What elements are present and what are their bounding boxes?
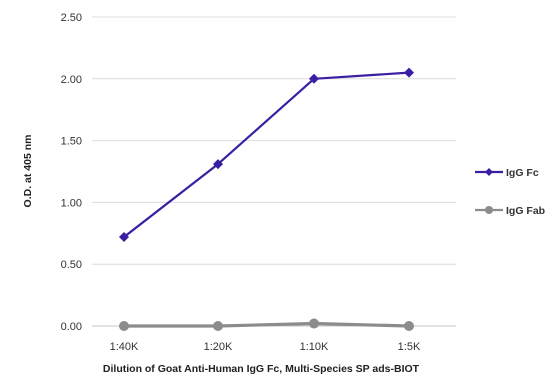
x-tick-label: 1:5K [398,341,421,353]
x-tick-label: 1:10K [300,341,329,353]
gridlines [92,16,456,265]
y-tick-label: 0.50 [61,259,82,271]
x-axis-title: Dilution of Goat Anti-Human IgG Fc, Mult… [103,363,420,375]
x-tick-label: 1:40K [110,341,139,353]
legend-marker [485,168,493,176]
data-point [404,321,414,331]
axes: 0.00 0.50 1.00 1.50 2.00 2.50 1:40K 1:20K 1:10K 1… [61,12,456,353]
legend-label: IgG Fab [506,205,545,217]
data-point [119,232,129,243]
y-axis-title: O.D. at 405 nm [22,135,34,208]
y-tick-label: 2.00 [61,74,82,86]
y-tick-label: 1.00 [61,197,82,209]
data-point [309,318,319,329]
y-tick-label: 2.50 [61,12,82,24]
y-tick-label: 0.00 [61,321,82,333]
legend: IgG Fc IgG Fab [475,167,545,217]
x-tick-label: 1:20K [204,341,233,353]
legend-label: IgG Fc [506,167,539,179]
series-line-igg-fc [123,71,410,238]
y-tick-label: 1.50 [61,136,82,148]
series [119,67,414,331]
data-point [213,321,223,331]
legend-marker [485,206,493,214]
data-point [119,321,129,331]
data-point [213,159,223,170]
data-point [309,73,319,84]
series-line-igg-fab [124,321,410,328]
data-point [404,67,414,78]
